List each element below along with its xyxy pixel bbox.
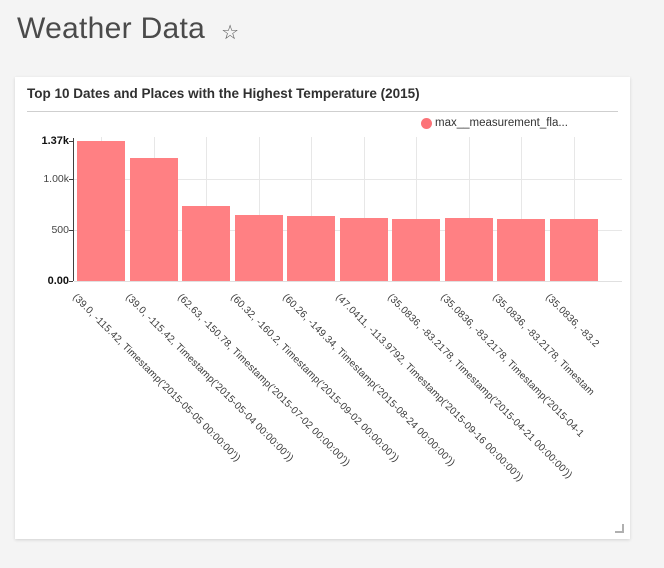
bar[interactable] [339,218,388,281]
bar-chart-plot: 1.37k 1.00k 500 0.00 (39.0, -115.42, Timesta… [15,77,630,539]
y-axis-line [73,138,74,281]
y-tick-mark [69,281,73,282]
x-tick-label: (35.0836, -83.2 [542,292,601,350]
y-tick-mark [69,141,73,142]
page-title: Weather Data [17,12,206,45]
x-tick-label: (35.0836, -83.2178, Timestamp('2015-04-1 [437,292,586,440]
x-gridline [573,137,575,281]
x-tick-label: (47.0411, -113.9792, Timestamp('2015-09-… [332,292,525,484]
x-gridline [363,137,365,281]
x-axis-baseline [74,281,622,282]
title-divider [27,111,618,112]
y-gridline [74,178,622,180]
y-tick-label: 1.37k [41,135,69,147]
y-tick-mark [69,178,73,180]
x-gridline [416,137,417,281]
y-tick-label: 500 [51,223,69,236]
chart-card: Top 10 Dates and Places with the Highest… [15,77,630,539]
bar[interactable] [392,218,440,281]
x-tick-label: (35.0836, -83.2178, Timestamp('2015-04-2… [385,292,575,481]
page-header: Weather Data ☆ [17,12,239,46]
y-tick-label: 0.00 [47,275,69,287]
chart-legend-item[interactable]: max__measurement_fla... [421,117,568,129]
card-resize-handle-icon[interactable] [615,524,624,533]
x-tick-label: (62.63, -150.78, Timestamp('2015-07-02 0… [175,292,352,469]
bar[interactable] [287,215,335,281]
legend-color-dot-icon [421,117,432,129]
bar[interactable] [444,218,493,281]
x-gridline [311,137,312,281]
x-tick-label: (35.0836, -83.2178, Timestam [490,292,597,399]
bar[interactable] [182,206,230,281]
y-tick-label: 1.00k [43,172,69,185]
x-gridline [468,137,470,281]
chart-title: Top 10 Dates and Places with the Highest… [27,86,420,101]
x-tick-label: (60.32, -160.2, Timestamp('2015-09-02 00… [227,292,401,465]
bar[interactable] [497,218,545,281]
bar[interactable] [549,219,598,281]
x-gridline [521,137,522,281]
favorite-star-icon[interactable]: ☆ [221,21,240,44]
y-tick-mark [69,229,73,231]
x-labels-clip-region: (39.0, -115.42, Timestamp('2015-05-05 00… [15,283,622,539]
x-tick-label: (39.0, -115.42, Timestamp('2015-05-04 00… [122,292,295,465]
bar[interactable] [129,157,178,281]
x-gridline [258,137,260,281]
x-tick-label: (60.26, -149.34, Timestamp('2015-08-24 0… [280,292,457,469]
bar[interactable] [234,215,283,281]
bar[interactable] [77,141,125,281]
legend-label: max__measurement_fla... [435,117,568,129]
x-tick-label: (39.0, -115.42, Timestamp('2015-05-05 00… [70,292,243,465]
